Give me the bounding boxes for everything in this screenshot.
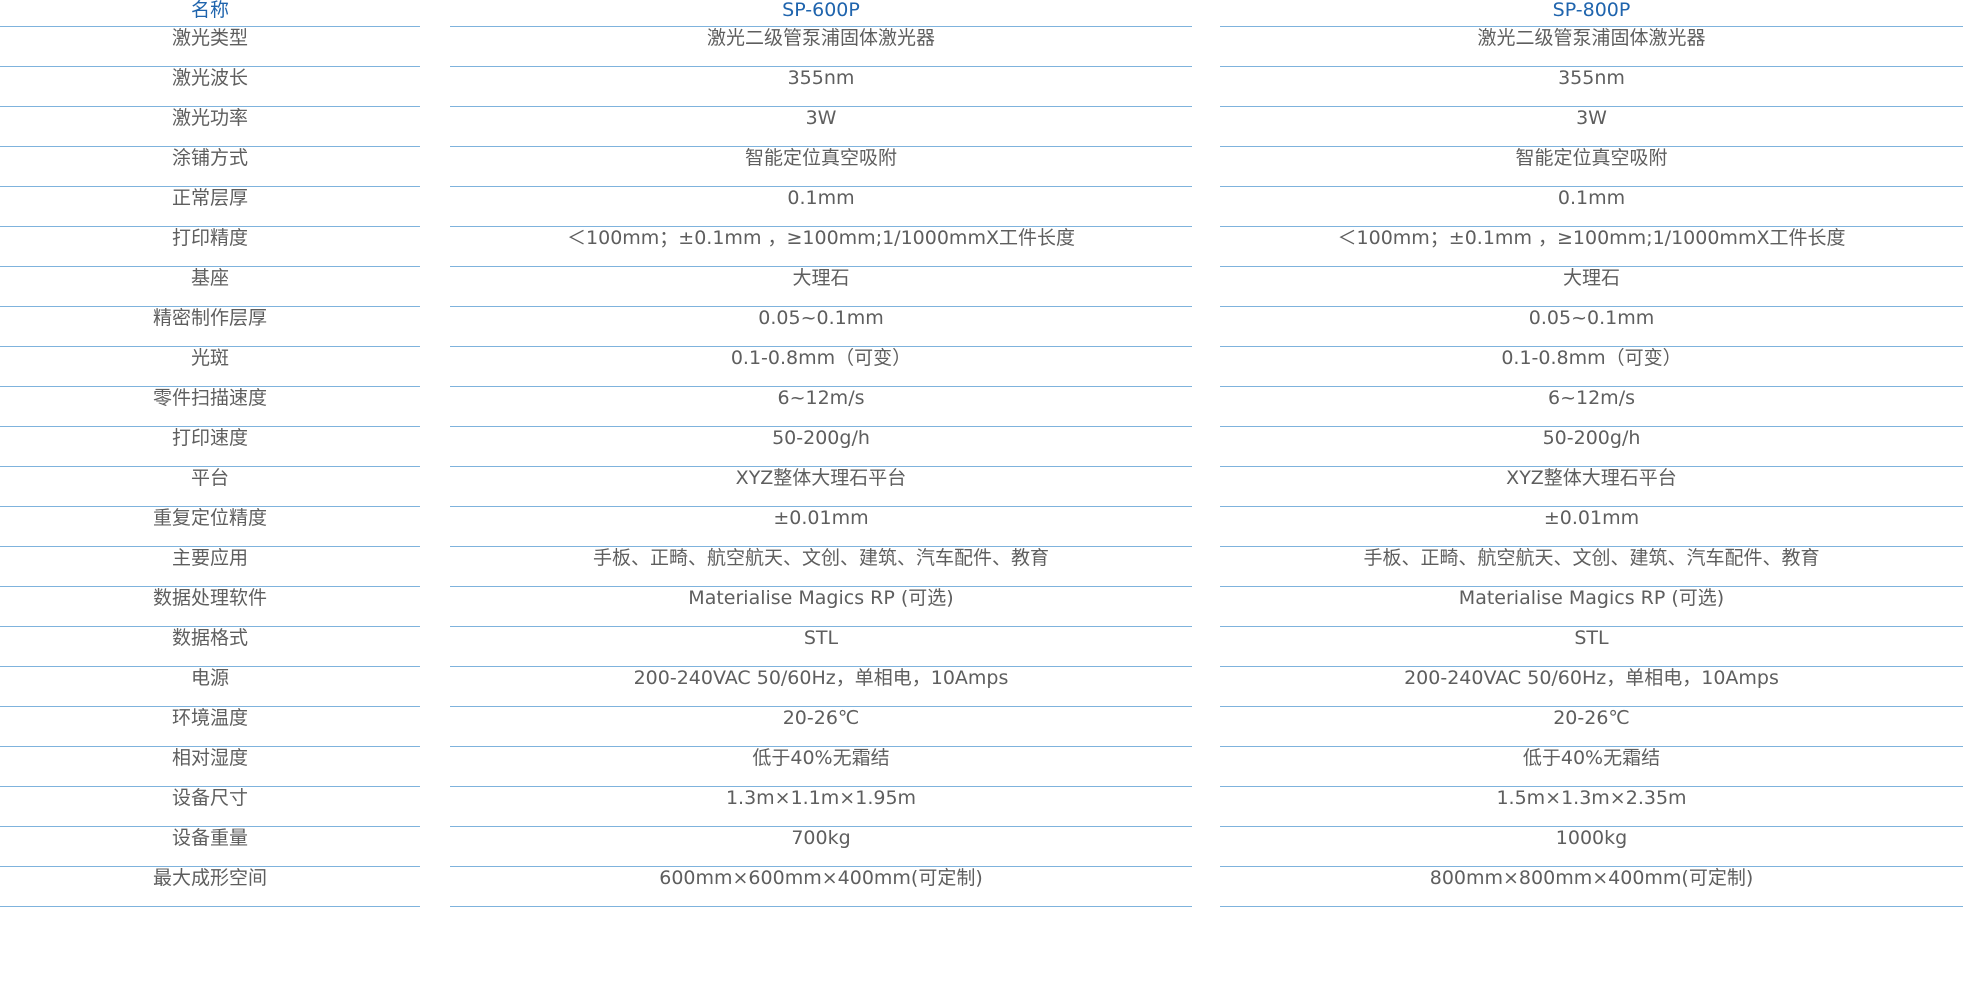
- table-row: 打印速度 50-200g/h 50-200g/h: [0, 427, 1963, 467]
- table-row: 环境温度 20-26℃ 20-26℃: [0, 707, 1963, 747]
- spec-value-sp600p: 0.05~0.1mm: [450, 307, 1192, 347]
- table-row: 主要应用 手板、正畸、航空航天、文创、建筑、汽车配件、教育 手板、正畸、航空航天、文…: [0, 547, 1963, 587]
- spec-value-sp600p: 20-26℃: [450, 707, 1192, 747]
- spec-value-sp800p: 355nm: [1220, 67, 1963, 107]
- spec-value-sp600p: ±0.01mm: [450, 507, 1192, 547]
- spec-value-sp800p: 200-240VAC 50/60Hz，单相电，10Amps: [1220, 667, 1963, 707]
- spec-value-sp800p: 激光二级管泵浦固体激光器: [1220, 27, 1963, 67]
- spec-value-sp600p: 600mm×600mm×400mm(可定制): [450, 867, 1192, 907]
- table-row: 数据处理软件 Materialise Magics RP (可选) Material…: [0, 587, 1963, 627]
- spec-label: 电源: [0, 667, 420, 707]
- spec-value-sp800p: ＜100mm；±0.1mm ，≥100mm;1/1000mmX工件长度: [1220, 227, 1963, 267]
- spec-label: 激光波长: [0, 67, 420, 107]
- table-row: 激光波长 355nm 355nm: [0, 67, 1963, 107]
- spec-value-sp800p: 低于40%无霜结: [1220, 747, 1963, 787]
- spec-value-sp800p: ±0.01mm: [1220, 507, 1963, 547]
- spec-label: 光斑: [0, 347, 420, 387]
- spec-value-sp600p: 50-200g/h: [450, 427, 1192, 467]
- spec-value-sp600p: 0.1-0.8mm（可变）: [450, 347, 1192, 387]
- spec-label: 数据处理软件: [0, 587, 420, 627]
- spec-value-sp600p: 355nm: [450, 67, 1192, 107]
- spec-label: 重复定位精度: [0, 507, 420, 547]
- spec-value-sp800p: 0.1mm: [1220, 187, 1963, 227]
- spec-value-sp600p: ＜100mm；±0.1mm ，≥100mm;1/1000mmX工件长度: [450, 227, 1192, 267]
- spec-label: 激光功率: [0, 107, 420, 147]
- table-row: 光斑 0.1-0.8mm（可变） 0.1-0.8mm（可变）: [0, 347, 1963, 387]
- spec-value-sp800p: 0.05~0.1mm: [1220, 307, 1963, 347]
- table-row: 零件扫描速度 6~12m/s 6~12m/s: [0, 387, 1963, 427]
- spec-value-sp600p: 大理石: [450, 267, 1192, 307]
- spec-value-sp800p: 手板、正畸、航空航天、文创、建筑、汽车配件、教育: [1220, 547, 1963, 587]
- spec-label: 零件扫描速度: [0, 387, 420, 427]
- spec-label: 设备重量: [0, 827, 420, 867]
- spec-value-sp600p: XYZ整体大理石平台: [450, 467, 1192, 507]
- table-row: 最大成形空间 600mm×600mm×400mm(可定制) 800mm×800mm×…: [0, 867, 1963, 907]
- spec-value-sp600p: 激光二级管泵浦固体激光器: [450, 27, 1192, 67]
- spec-value-sp600p: 200-240VAC 50/60Hz，单相电，10Amps: [450, 667, 1192, 707]
- spec-label: 基座: [0, 267, 420, 307]
- spec-value-sp600p: 手板、正畸、航空航天、文创、建筑、汽车配件、教育: [450, 547, 1192, 587]
- spec-label: 精密制作层厚: [0, 307, 420, 347]
- table-body: 激光类型 激光二级管泵浦固体激光器 激光二级管泵浦固体激光器 激光波长 355nm 355…: [0, 27, 1963, 907]
- spec-value-sp800p: 大理石: [1220, 267, 1963, 307]
- spec-label: 激光类型: [0, 27, 420, 67]
- table-row: 涂铺方式 智能定位真空吸附 智能定位真空吸附: [0, 147, 1963, 187]
- table-row: 重复定位精度 ±0.01mm ±0.01mm: [0, 507, 1963, 547]
- spec-table: 名称 SP-600P SP-800P 激光类型 激光二级管泵浦固体激光器 激光二级管…: [0, 0, 1963, 907]
- table-row: 设备重量 700kg 1000kg: [0, 827, 1963, 867]
- spec-value-sp600p: STL: [450, 627, 1192, 667]
- spec-value-sp800p: 50-200g/h: [1220, 427, 1963, 467]
- spec-value-sp600p: 1.3m×1.1m×1.95m: [450, 787, 1192, 827]
- spec-value-sp600p: 700kg: [450, 827, 1192, 867]
- spec-value-sp800p: STL: [1220, 627, 1963, 667]
- spec-value-sp600p: 0.1mm: [450, 187, 1192, 227]
- spec-value-sp600p: 低于40%无霜结: [450, 747, 1192, 787]
- spec-label: 正常层厚: [0, 187, 420, 227]
- spec-label: 最大成形空间: [0, 867, 420, 907]
- spec-value-sp800p: 20-26℃: [1220, 707, 1963, 747]
- spec-value-sp600p: 3W: [450, 107, 1192, 147]
- spec-value-sp800p: 6~12m/s: [1220, 387, 1963, 427]
- spec-label: 设备尺寸: [0, 787, 420, 827]
- spec-label: 涂铺方式: [0, 147, 420, 187]
- table-row: 激光功率 3W 3W: [0, 107, 1963, 147]
- spec-label: 主要应用: [0, 547, 420, 587]
- table-row: 设备尺寸 1.3m×1.1m×1.95m 1.5m×1.3m×2.35m: [0, 787, 1963, 827]
- header-model-sp600p: SP-600P: [450, 0, 1192, 27]
- spec-value-sp800p: 0.1-0.8mm（可变）: [1220, 347, 1963, 387]
- table-row: 基座 大理石 大理石: [0, 267, 1963, 307]
- header-name: 名称: [0, 0, 420, 27]
- table-row: 激光类型 激光二级管泵浦固体激光器 激光二级管泵浦固体激光器: [0, 27, 1963, 67]
- spec-value-sp800p: Materialise Magics RP (可选): [1220, 587, 1963, 627]
- spec-value-sp600p: 智能定位真空吸附: [450, 147, 1192, 187]
- header-model-sp800p: SP-800P: [1220, 0, 1963, 27]
- table-row: 平台 XYZ整体大理石平台 XYZ整体大理石平台: [0, 467, 1963, 507]
- table-row: 打印精度 ＜100mm；±0.1mm ，≥100mm;1/1000mmX工件长度 ＜…: [0, 227, 1963, 267]
- spec-label: 平台: [0, 467, 420, 507]
- spec-label: 数据格式: [0, 627, 420, 667]
- spec-value-sp600p: Materialise Magics RP (可选): [450, 587, 1192, 627]
- spec-label: 打印速度: [0, 427, 420, 467]
- spec-value-sp800p: 3W: [1220, 107, 1963, 147]
- table-row: 精密制作层厚 0.05~0.1mm 0.05~0.1mm: [0, 307, 1963, 347]
- table-row: 正常层厚 0.1mm 0.1mm: [0, 187, 1963, 227]
- table-row: 数据格式 STL STL: [0, 627, 1963, 667]
- spec-value-sp600p: 6~12m/s: [450, 387, 1192, 427]
- spec-value-sp800p: 1000kg: [1220, 827, 1963, 867]
- table-row: 电源 200-240VAC 50/60Hz，单相电，10Amps 200-240VA…: [0, 667, 1963, 707]
- table-row: 相对湿度 低于40%无霜结 低于40%无霜结: [0, 747, 1963, 787]
- spec-value-sp800p: XYZ整体大理石平台: [1220, 467, 1963, 507]
- spec-label: 打印精度: [0, 227, 420, 267]
- table-header-row: 名称 SP-600P SP-800P: [0, 0, 1963, 27]
- spec-value-sp800p: 800mm×800mm×400mm(可定制): [1220, 867, 1963, 907]
- spec-value-sp800p: 1.5m×1.3m×2.35m: [1220, 787, 1963, 827]
- spec-label: 环境温度: [0, 707, 420, 747]
- spec-label: 相对湿度: [0, 747, 420, 787]
- spec-value-sp800p: 智能定位真空吸附: [1220, 147, 1963, 187]
